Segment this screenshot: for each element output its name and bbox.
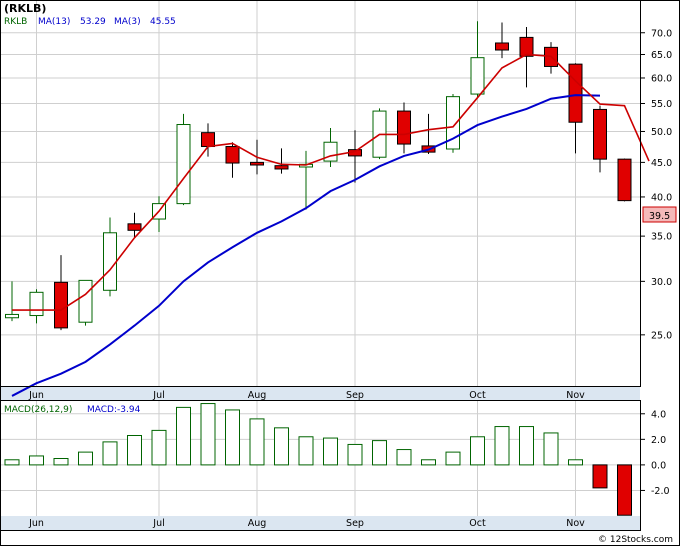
macd-bar [29,455,44,466]
macd-x-tick-label: Oct [469,518,486,529]
macd-bar [470,436,485,466]
legend-item: MA(3) [114,17,141,27]
price-x-axis-band [1,387,640,400]
copyright-footer: © 12Stocks.com [598,535,673,545]
last-price-tag: 39.5 [642,206,677,223]
ma3-line [12,53,650,311]
macd-bar [249,418,265,466]
candle-body [568,63,583,123]
price-y-tick-label: 50.0 [651,127,672,138]
macd-y-tick-label: 4.0 [651,409,666,420]
macd-bar [225,409,240,466]
price-y-tick-label: 40.0 [651,192,672,203]
price-y-tick-label: 30.0 [651,277,672,288]
macd-y-tick-label: -2.0 [651,486,670,497]
macd-x-axis-band [1,516,640,530]
candle-body [470,57,485,95]
macd-x-tick-label: Jun [28,518,44,529]
macd-title: MACD(26,12,9) [4,405,72,415]
macd-bar [78,451,93,466]
price-x-axis: Jul Aug Sep Oct Nov Jun [1,387,640,401]
macd-bar [592,464,608,489]
macd-bar [543,432,559,466]
price-y-tick-label: 25.0 [651,330,672,341]
macd-bar [102,441,118,466]
candle-body [250,161,264,166]
macd-bar [127,435,142,466]
candle-body [103,232,117,291]
macd-x-tick-label: Aug [248,518,267,529]
last-price-box [642,206,677,223]
price-y-tick-label: 70.0 [651,28,672,39]
candle-body [127,223,142,231]
candle-body [5,313,19,319]
candle-body [225,146,240,164]
candle-body [176,124,191,205]
macd-panel-frame [0,400,641,531]
macd-bar [151,429,167,466]
macd-x-tick-label: Jul [152,518,164,529]
macd-bar [617,464,632,516]
macd-bar [200,403,216,466]
candle-body [593,108,607,160]
price-x-tick-label: Aug [248,390,267,401]
macd-bar [176,406,191,466]
price-legend: RKLB MA(13) 53.29 MA(3) 45.55 [4,17,176,27]
candle-body [54,281,68,329]
macd-bars [4,403,632,516]
price-x-tick-label: Sep [346,390,364,401]
legend-item: 53.29 [80,17,106,27]
price-x-tick-label: Oct [469,390,486,401]
candle-body [495,42,509,51]
last-price-label: 39.5 [649,211,670,222]
price-y-tick-label: 55.0 [651,99,672,110]
macd-bar [421,459,436,466]
candle-body [29,291,44,317]
candle-body [201,132,215,148]
price-x-tick-label: Jul [152,390,164,401]
candle-body [397,110,411,145]
candle-body [617,158,632,202]
ma13-line [11,94,601,397]
macd-value-label: MACD:-3.94 [87,405,141,415]
macd-bar [274,427,289,466]
price-x-tick-label: Jun [28,390,44,401]
legend-item: RKLB [4,17,27,27]
macd-bar [347,443,363,466]
macd-bar [568,459,583,466]
macd-y-tick-label: 2.0 [651,435,666,446]
candle-body [78,279,93,323]
macd-bar [445,451,461,466]
macd-bar [494,426,510,466]
macd-bar [4,459,20,466]
candle-body [519,36,534,57]
legend-item: 45.55 [150,17,176,27]
price-y-tick-label: 65.0 [651,50,672,61]
price-y-tick-label: 45.0 [651,158,672,169]
chart-title: (RKLB) [4,2,46,15]
macd-bar [53,458,69,466]
price-panel-frame [0,0,641,387]
moving-average-lines [11,53,650,397]
macd-x-axis: Jun Jul Aug Sep Oct Nov [1,516,640,530]
macd-x-tick-label: Nov [566,518,585,529]
price-y-tick-label: 60.0 [651,73,672,84]
price-y-axis: 25.0 30.0 35.0 40.0 45.0 50.0 55.0 60.0 65.0 70.0 [640,28,672,341]
macd-bar [519,426,534,466]
macd-bar [323,437,338,466]
legend-item: MA(13) [38,17,70,27]
price-x-tick-label: Nov [566,390,585,401]
macd-bar [298,436,314,466]
macd-y-tick-label: 0.0 [651,460,666,471]
macd-bar [396,449,412,466]
macd-x-tick-label: Sep [346,518,364,529]
price-y-tick-label: 35.0 [651,232,672,243]
macd-bar [372,440,387,466]
candle-body [274,165,289,170]
